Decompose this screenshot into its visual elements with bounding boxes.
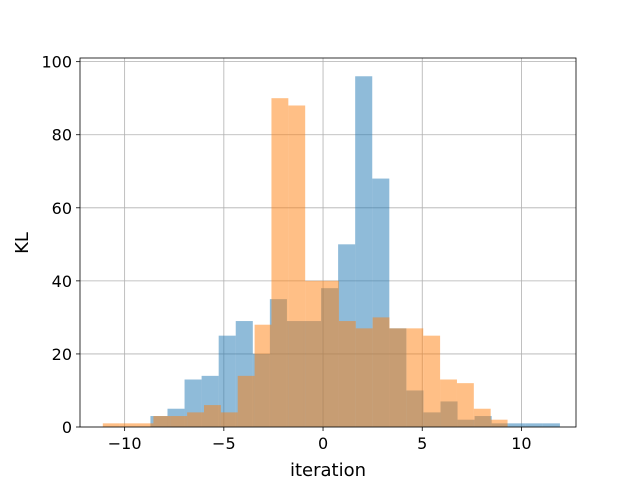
y-tick-label: 80 xyxy=(52,126,72,145)
y-tick-label: 20 xyxy=(52,345,72,364)
histogram-bar-series-2 xyxy=(490,419,508,427)
histogram-bar-series-2 xyxy=(322,280,339,427)
histogram-bar-series-1 xyxy=(525,423,543,427)
x-axis-label: iteration xyxy=(290,460,366,480)
histogram-bar-series-1 xyxy=(542,423,560,427)
histogram-bar-series-2 xyxy=(271,98,289,428)
histogram-bar-series-2 xyxy=(305,280,323,427)
y-tick-label: 0 xyxy=(62,418,72,437)
histogram-bar-series-2 xyxy=(406,328,424,427)
histogram-bar-series-2 xyxy=(423,335,441,427)
histogram-bar-series-2 xyxy=(440,379,457,427)
histogram-bars xyxy=(102,76,560,428)
x-tick-label: 10 xyxy=(511,434,531,453)
histogram-bar-series-2 xyxy=(456,383,474,427)
histogram-bar-series-2 xyxy=(204,405,221,427)
histogram-bar-series-1 xyxy=(218,335,236,427)
histogram-bar-series-1 xyxy=(508,423,526,427)
histogram-bar-series-2 xyxy=(338,321,356,427)
x-tick-label: 0 xyxy=(318,434,328,453)
y-tick-label: 100 xyxy=(41,53,72,72)
y-tick-label: 40 xyxy=(52,272,72,291)
histogram-bar-series-2 xyxy=(288,105,306,427)
histogram-bar-series-2 xyxy=(170,416,188,427)
histogram-bar-series-2 xyxy=(119,423,137,427)
histogram-bar-series-2 xyxy=(473,408,491,427)
y-axis-label: KL xyxy=(12,232,33,254)
histogram-bar-series-2 xyxy=(153,416,171,427)
histogram-bar-series-2 xyxy=(102,423,120,427)
x-tick-label: −10 xyxy=(108,434,142,453)
x-tick-label: 5 xyxy=(417,434,427,453)
histogram-bar-series-2 xyxy=(220,412,238,427)
x-tick-label: −5 xyxy=(212,434,236,453)
histogram-bar-series-2 xyxy=(136,423,154,427)
histogram-bar-series-2 xyxy=(355,328,373,427)
plot-frame xyxy=(79,57,577,428)
histogram-bar-series-2 xyxy=(237,375,255,427)
histogram-bar-series-2 xyxy=(389,328,407,427)
histogram-bar-series-2 xyxy=(187,412,204,427)
histogram-bar-series-2 xyxy=(254,324,272,427)
y-tick-label: 60 xyxy=(52,199,72,218)
histogram-bar-series-2 xyxy=(372,317,390,427)
